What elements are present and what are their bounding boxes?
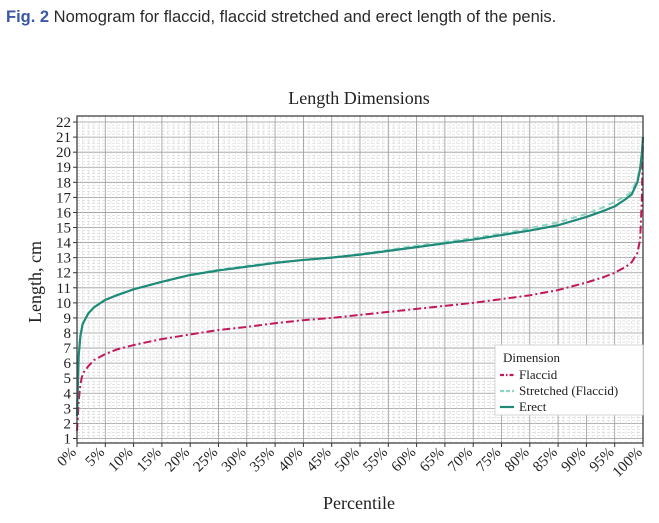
x-tick-label: 80% bbox=[502, 445, 533, 476]
x-tick-label: 45% bbox=[304, 445, 335, 476]
y-axis-label: Length, cm bbox=[25, 241, 45, 323]
legend-label: Stretched (Flaccid) bbox=[519, 383, 618, 398]
x-tick-label: 90% bbox=[558, 445, 589, 476]
x-tick-label: 15% bbox=[134, 445, 165, 476]
y-tick-label: 16 bbox=[56, 205, 72, 221]
x-tick-label: 50% bbox=[332, 445, 363, 476]
y-tick-label: 5 bbox=[64, 371, 72, 387]
y-tick-label: 13 bbox=[56, 251, 71, 267]
legend-box bbox=[494, 344, 644, 416]
y-tick-label: 22 bbox=[56, 115, 71, 131]
y-tick-label: 20 bbox=[56, 145, 71, 161]
x-tick-label: 65% bbox=[417, 445, 448, 476]
x-tick-label: 5% bbox=[83, 445, 108, 470]
legend-title: Dimension bbox=[503, 350, 561, 365]
x-tick-label: 100% bbox=[610, 445, 646, 481]
x-tick-label: 40% bbox=[275, 445, 306, 476]
x-tick-label: 60% bbox=[389, 445, 420, 476]
y-tick-label: 11 bbox=[57, 281, 71, 297]
series-line-flaccid bbox=[76, 137, 644, 431]
x-axis-ticks: 0% 5%10%15%20%25%30%35%40%45%50%55%60%65%… bbox=[54, 443, 646, 481]
x-tick-label: 25% bbox=[191, 445, 222, 476]
y-tick-label: 12 bbox=[56, 266, 71, 282]
y-tick-label: 17 bbox=[56, 190, 72, 206]
x-tick-label: 85% bbox=[530, 445, 561, 476]
y-tick-label: 8 bbox=[64, 326, 72, 342]
series-lines bbox=[75, 137, 645, 431]
y-tick-label: 15 bbox=[56, 221, 71, 237]
figure-caption: Fig. 2 Nomogram for flaccid, flaccid str… bbox=[6, 5, 656, 29]
legend-label: Flaccid bbox=[519, 367, 558, 382]
x-axis-label: Percentile bbox=[323, 493, 395, 513]
y-tick-label: 9 bbox=[64, 311, 72, 327]
series-line-erect bbox=[75, 137, 645, 416]
x-tick-label: 0% bbox=[54, 445, 79, 470]
x-tick-label: 75% bbox=[474, 445, 505, 476]
y-tick-label: 6 bbox=[64, 356, 72, 372]
y-tick-label: 21 bbox=[56, 130, 71, 146]
y-tick-label: 14 bbox=[56, 236, 72, 252]
y-tick-label: 10 bbox=[56, 296, 71, 312]
chart-title: Length Dimensions bbox=[288, 88, 430, 108]
y-tick-label: 18 bbox=[56, 175, 71, 191]
x-tick-label: 70% bbox=[445, 445, 476, 476]
x-tick-label: 20% bbox=[162, 445, 193, 476]
y-tick-label: 19 bbox=[56, 160, 71, 176]
legend-label: Erect bbox=[519, 399, 547, 414]
y-tick-label: 1 bbox=[64, 431, 72, 447]
x-tick-label: 55% bbox=[360, 445, 391, 476]
figure-label: Fig. 2 bbox=[6, 8, 50, 26]
y-tick-label: 4 bbox=[64, 386, 72, 402]
y-tick-label: 2 bbox=[64, 416, 72, 432]
x-tick-label: 35% bbox=[247, 445, 278, 476]
y-tick-label: 7 bbox=[64, 341, 72, 357]
y-tick-label: 3 bbox=[64, 401, 72, 417]
x-tick-label: 10% bbox=[106, 445, 137, 476]
x-tick-label: 30% bbox=[219, 445, 250, 476]
figure-caption-text: Nomogram for flaccid, flaccid stretched … bbox=[49, 8, 557, 26]
